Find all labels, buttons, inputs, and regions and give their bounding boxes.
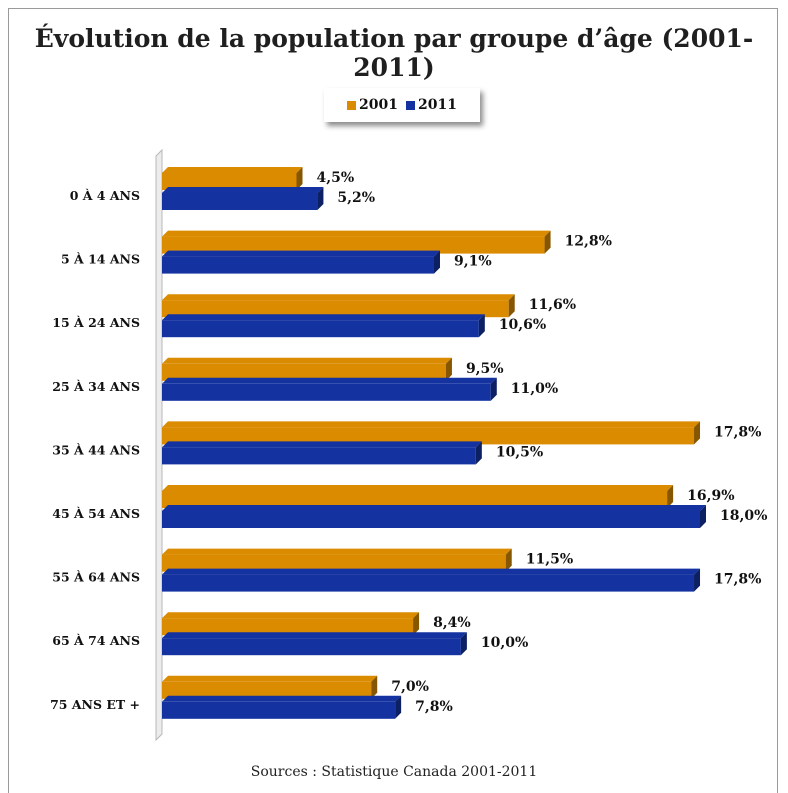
bar-side-2001 [445, 357, 452, 381]
data-label-2011: 9,1% [454, 254, 492, 270]
data-label-2001: 11,6% [529, 297, 576, 313]
bar-side-2001 [371, 675, 378, 699]
bar-2011 [162, 447, 476, 465]
data-label-2011: 17,8% [714, 572, 761, 588]
category-label: 65 À 74 ANS [52, 633, 140, 648]
data-label-2001: 7,0% [391, 679, 429, 695]
bar-side-2011 [700, 505, 706, 528]
bar-top-2011 [162, 568, 701, 575]
data-label-2011: 10,5% [496, 444, 543, 460]
data-label-2011: 5,2% [337, 190, 375, 206]
bar-side-2001 [296, 167, 303, 190]
data-label-2011: 18,0% [720, 508, 767, 524]
bar-2001 [162, 681, 372, 699]
category-label: 0 À 4 ANS [70, 188, 140, 203]
data-label-2011: 10,6% [499, 317, 546, 333]
category-label: 15 À 24 ANS [52, 315, 140, 330]
bar-side-2001 [667, 485, 674, 508]
data-label-2001: 11,5% [526, 552, 573, 568]
bar-top-2011 [162, 695, 402, 702]
data-label-2001: 17,8% [714, 424, 761, 440]
bar-top-2001 [162, 485, 674, 491]
data-label-2001: 12,8% [565, 234, 612, 250]
category-label: 45 À 54 ANS [52, 506, 140, 521]
bar-side-2001 [508, 294, 515, 318]
bar-side-2011 [460, 632, 467, 656]
bar-side-2001 [505, 548, 512, 572]
bar-2001 [162, 554, 506, 572]
bar-side-2001 [413, 612, 420, 636]
bar-2001 [162, 618, 414, 636]
bar-2001 [162, 236, 545, 254]
data-label-2001: 9,5% [466, 361, 504, 377]
legend-swatch-2001 [347, 100, 357, 110]
bar-top-2001 [162, 230, 551, 237]
bar-2011 [162, 256, 434, 274]
data-label-2011: 10,0% [481, 635, 528, 651]
legend-swatch-2011 [406, 100, 415, 110]
bar-side-2011 [317, 187, 324, 210]
bar-top-2011 [162, 632, 467, 639]
category-label: 55 À 64 ANS [52, 570, 140, 585]
legend-label-2011: 2011 [418, 97, 457, 113]
bar-side-2001 [544, 230, 551, 254]
bar-top-2011 [162, 250, 440, 257]
data-label-2011: 11,0% [511, 381, 558, 397]
category-label: 25 À 34 ANS [52, 379, 140, 394]
bar-2001 [162, 491, 668, 508]
bar-2001 [162, 363, 446, 381]
bar-2011 [162, 193, 318, 210]
bar-top-2001 [162, 548, 512, 555]
data-label-2001: 4,5% [317, 170, 355, 186]
chart-legend: 2001 2011 [324, 88, 480, 122]
bar-2001 [162, 300, 509, 318]
bar-top-2011 [162, 441, 482, 448]
bar-2011 [162, 701, 396, 719]
legend-item-2001: 2001 [347, 97, 398, 113]
data-label-2001: 16,9% [687, 488, 734, 504]
category-label: 75 ANS ET + [50, 697, 140, 712]
bar-2011 [162, 320, 479, 338]
bar-side-2001 [694, 421, 701, 445]
bar-top-2001 [162, 421, 701, 428]
bar-2011 [162, 383, 491, 401]
source-note: Sources : Statistique Canada 2001-2011 [250, 764, 538, 780]
bar-top-2011 [162, 377, 497, 384]
bar-top-2011 [162, 187, 324, 193]
bar-2001 [162, 173, 297, 190]
bar-2011 [162, 638, 461, 656]
category-label: 35 À 44 ANS [52, 442, 140, 457]
bar-top-2001 [162, 294, 515, 301]
legend-label-2001: 2001 [359, 97, 398, 113]
bar-side-2011 [490, 377, 497, 401]
bar-2011 [162, 511, 700, 528]
bar-side-2011 [694, 568, 701, 592]
bar-top-2001 [162, 612, 420, 619]
category-label: 5 À 14 ANS [61, 252, 140, 267]
bar-top-2001 [162, 675, 378, 682]
bar-top-2001 [162, 357, 452, 364]
bar-side-2011 [395, 695, 402, 719]
bar-top-2011 [162, 505, 706, 511]
chart-title: Évolution de la population par groupe d’… [34, 24, 754, 82]
legend-item-2011: 2011 [406, 97, 457, 113]
data-label-2001: 8,4% [433, 615, 471, 631]
bar-2011 [162, 574, 695, 592]
y-axis-wall [155, 148, 163, 742]
bar-top-2011 [162, 314, 485, 321]
bar-side-2011 [433, 250, 440, 274]
bar-2001 [162, 427, 695, 445]
bar-top-2001 [162, 167, 303, 173]
data-label-2011: 7,8% [415, 699, 453, 715]
bar-side-2011 [475, 441, 482, 465]
bar-side-2011 [478, 314, 485, 338]
